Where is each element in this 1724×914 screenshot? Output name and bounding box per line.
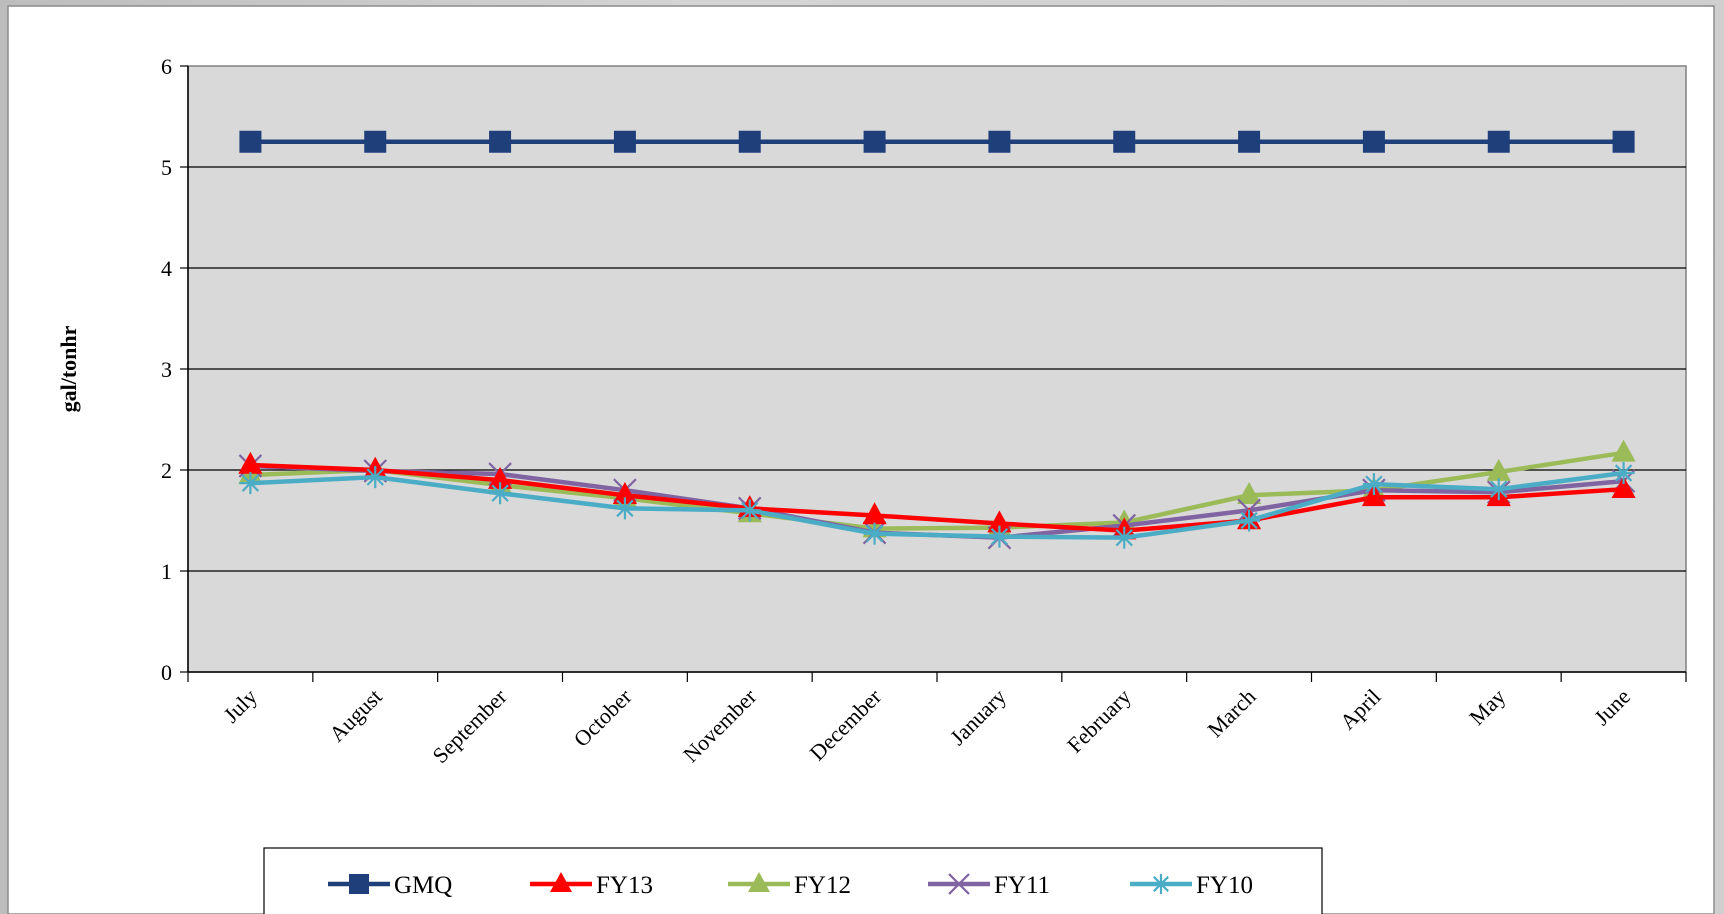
data-point xyxy=(862,502,887,525)
data-point xyxy=(863,522,886,545)
data-point xyxy=(239,130,262,153)
data-point xyxy=(988,525,1011,548)
y-tick-label: 6 xyxy=(161,54,172,79)
legend-item-fy11: FY11 xyxy=(928,872,1050,899)
y-tick-label: 4 xyxy=(161,256,172,281)
data-point xyxy=(613,497,636,520)
legend-box xyxy=(263,847,1323,914)
y-tick-label: 0 xyxy=(161,660,172,685)
data-point xyxy=(613,130,636,153)
series-fy10 xyxy=(239,462,1635,549)
data-point xyxy=(489,482,512,505)
y-tick-label: 3 xyxy=(161,357,172,382)
axes xyxy=(187,66,1687,682)
data-point xyxy=(487,466,513,489)
data-point xyxy=(1113,130,1136,153)
data-point xyxy=(364,466,387,489)
data-point xyxy=(1362,473,1385,496)
data-point xyxy=(239,472,262,495)
data-point xyxy=(1486,458,1511,481)
legend-label: FY12 xyxy=(794,872,851,899)
legend-marker xyxy=(948,873,970,895)
data-point xyxy=(364,130,387,153)
legend-marker xyxy=(550,872,572,892)
data-point xyxy=(1236,482,1262,505)
legend-item-fy10: FY10 xyxy=(1130,872,1253,899)
data-point xyxy=(738,499,761,522)
legend-label: FY10 xyxy=(1196,872,1253,899)
series-line xyxy=(250,462,1624,533)
y-tick-label: 2 xyxy=(161,458,172,483)
data-point xyxy=(738,130,761,153)
series-gmq xyxy=(239,130,1635,153)
gridlines xyxy=(180,65,1686,673)
legend-marker xyxy=(349,874,369,894)
data-point xyxy=(1612,130,1635,153)
legend-label: GMQ xyxy=(394,872,452,899)
legend-item-fy12: FY12 xyxy=(728,872,851,899)
legend-label: FY11 xyxy=(994,872,1050,899)
legend-item-gmq: GMQ xyxy=(328,872,452,899)
data-point xyxy=(238,451,263,474)
data-point xyxy=(1238,130,1261,153)
y-tick-label: 1 xyxy=(161,559,172,584)
series-group xyxy=(238,130,1636,550)
data-point xyxy=(612,482,638,505)
y-axis-label: gal/tonhr xyxy=(56,325,81,412)
legend-marker xyxy=(1151,874,1171,894)
legend-label: FY13 xyxy=(596,872,653,899)
data-point xyxy=(1487,478,1510,501)
legend-marker xyxy=(748,872,770,892)
data-point xyxy=(1611,475,1636,498)
data-point xyxy=(1611,439,1636,462)
data-point xyxy=(988,130,1011,153)
data-point xyxy=(863,130,886,153)
data-point xyxy=(987,510,1012,533)
data-point xyxy=(1612,462,1635,485)
data-point xyxy=(1113,526,1136,549)
y-tick-labels: 0 1 2 3 4 5 6 xyxy=(161,54,172,685)
legend-item-fy13: FY13 xyxy=(530,872,653,899)
data-point xyxy=(1238,509,1261,532)
y-tick-label: 5 xyxy=(161,155,172,180)
data-point xyxy=(1487,130,1510,153)
series-line xyxy=(250,470,1624,540)
data-point xyxy=(489,130,512,153)
legend: GMQ FY13 FY12 FY11 FY10 xyxy=(263,847,1323,914)
data-point xyxy=(1362,130,1385,153)
